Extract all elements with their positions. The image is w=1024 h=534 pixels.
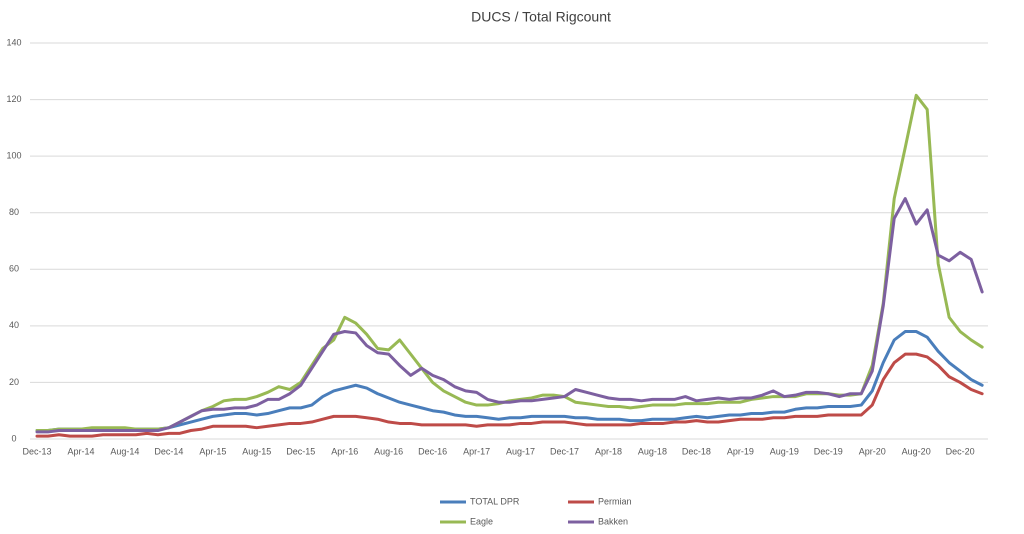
y-tick-label: 60 <box>9 264 19 274</box>
x-tick-label: Apr-15 <box>199 446 226 456</box>
y-tick-label: 80 <box>9 207 19 217</box>
x-tick-label: Dec-18 <box>682 446 711 456</box>
x-tick-label: Aug-14 <box>110 446 139 456</box>
y-tick-label: 20 <box>9 377 19 387</box>
line-series <box>35 330 984 433</box>
chart-title: DUCS / Total Rigcount <box>471 9 611 25</box>
x-tick-label: Apr-16 <box>331 446 358 456</box>
legend-label: Permian <box>598 496 632 506</box>
line-series <box>35 93 984 433</box>
x-tick-label: Dec-20 <box>946 446 975 456</box>
y-tick-label: 40 <box>9 320 19 330</box>
y-tick-label: 140 <box>6 37 21 47</box>
x-tick-label: Apr-19 <box>727 446 754 456</box>
x-tick-label: Aug-18 <box>638 446 667 456</box>
y-tick-label: 120 <box>6 94 21 104</box>
x-tick-label: Aug-17 <box>506 446 535 456</box>
x-tick-label: Dec-14 <box>154 446 183 456</box>
y-tick-label: 100 <box>6 151 21 161</box>
x-tick-label: Dec-15 <box>286 446 315 456</box>
legend-label: Eagle <box>470 516 493 526</box>
x-tick-label: Dec-13 <box>22 446 51 456</box>
x-tick-label: Aug-15 <box>242 446 271 456</box>
x-tick-label: Apr-20 <box>859 446 886 456</box>
line-series <box>35 197 984 434</box>
x-tick-label: Aug-20 <box>902 446 931 456</box>
x-tick-label: Aug-19 <box>770 446 799 456</box>
x-tick-label: Apr-14 <box>67 446 94 456</box>
x-tick-label: Dec-17 <box>550 446 579 456</box>
line-series <box>35 352 984 438</box>
x-tick-label: Aug-16 <box>374 446 403 456</box>
x-tick-label: Apr-17 <box>463 446 490 456</box>
y-tick-label: 0 <box>11 433 16 443</box>
legend-label: TOTAL DPR <box>470 496 520 506</box>
x-tick-label: Apr-18 <box>595 446 622 456</box>
legend-label: Bakken <box>598 516 628 526</box>
x-tick-label: Dec-19 <box>814 446 843 456</box>
x-tick-label: Dec-16 <box>418 446 447 456</box>
